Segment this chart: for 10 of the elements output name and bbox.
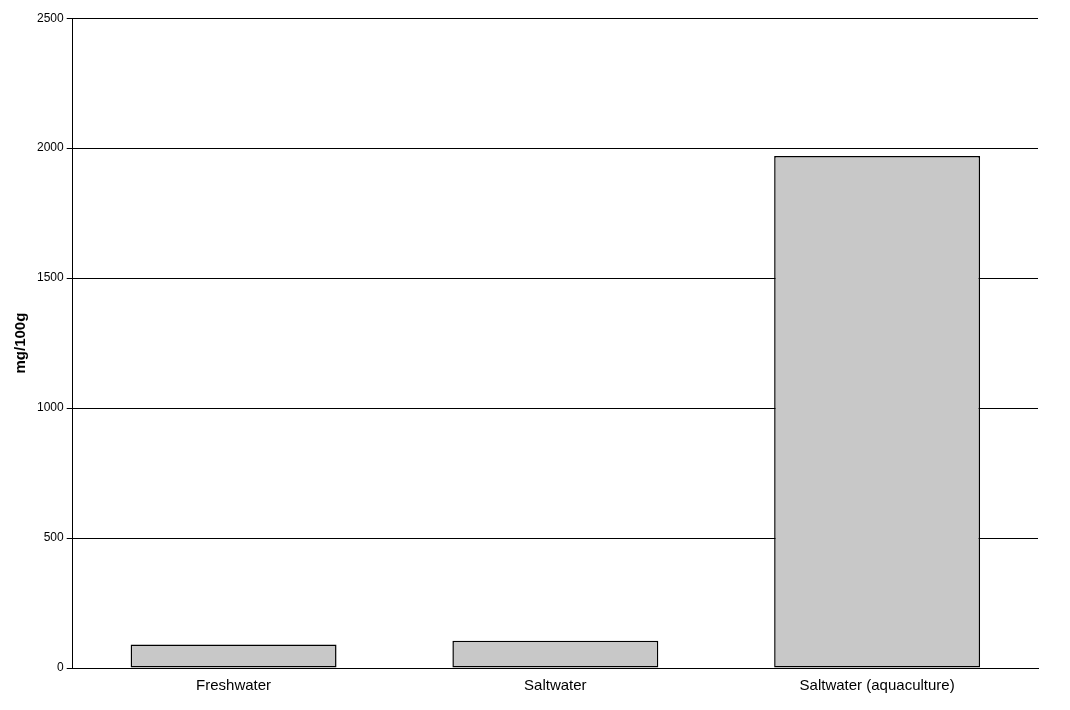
- x-tick-label: Freshwater: [196, 676, 272, 694]
- y-axis-title: mg/100g: [11, 312, 29, 374]
- y-tick-label: 1500: [36, 270, 65, 285]
- x-tick-label: Saltwater (aquaculture): [799, 676, 955, 694]
- y-tick-label: 2500: [36, 10, 65, 25]
- x-tick-label: Saltwater: [524, 676, 587, 694]
- y-tick-label: 0: [57, 660, 65, 675]
- y-tick-label: 2000: [36, 140, 65, 155]
- y-tick-label: 500: [43, 530, 65, 545]
- y-tick-label: 1000: [36, 400, 65, 415]
